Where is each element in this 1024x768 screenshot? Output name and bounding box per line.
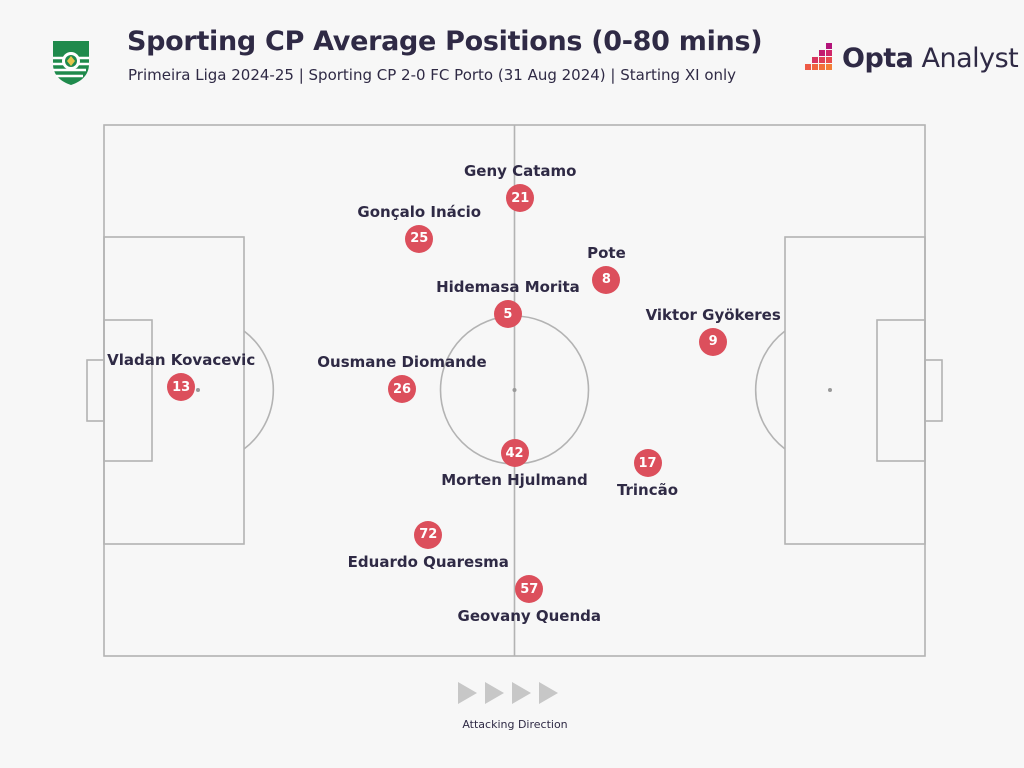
player-name: Pote	[587, 243, 626, 262]
player-name: Geny Catamo	[463, 162, 577, 181]
player-name: Ousmane Diomande	[317, 353, 487, 372]
opta-logo-icon	[805, 43, 832, 70]
player-name: Geovany Quenda	[457, 607, 602, 626]
left-goal	[86, 359, 105, 422]
left-penalty-spot	[196, 388, 200, 392]
right-six-yard-box	[876, 319, 926, 462]
arrow-right-icon	[512, 682, 531, 704]
player-marker: 17	[633, 449, 662, 478]
player-marker: 21	[506, 184, 535, 213]
right-penalty-box	[784, 236, 926, 545]
chart-title: Sporting CP Average Positions (0-80 mins…	[127, 26, 763, 57]
opta-analyst-logo: Opta Analyst	[800, 40, 1019, 76]
right-goal	[924, 359, 943, 422]
right-penalty-spot	[828, 388, 832, 392]
player-name: Gonçalo Inácio	[357, 202, 482, 221]
brand-name: Opta Analyst	[842, 42, 1019, 74]
arrow-right-icon	[458, 682, 477, 704]
player-marker: 42	[500, 439, 529, 468]
player-marker: 72	[414, 520, 443, 549]
sporting-crest-icon	[53, 41, 89, 85]
player-marker: 5	[493, 300, 522, 329]
player-name: Vladan Kovacevic	[107, 351, 256, 370]
right-penalty-arc	[754, 330, 786, 450]
player-name: Viktor Gyökeres	[645, 305, 781, 324]
arrow-right-icon	[485, 682, 504, 704]
attacking-direction-label: Attacking Direction	[462, 718, 568, 731]
brand-name-bold: Opta	[842, 42, 914, 74]
left-six-yard-box	[103, 319, 153, 462]
attacking-direction-arrows	[458, 682, 558, 704]
brand-name-light: Analyst	[913, 42, 1019, 74]
arrow-right-icon	[539, 682, 558, 704]
player-marker: 9	[699, 327, 728, 356]
player-name: Morten Hjulmand	[441, 471, 588, 490]
left-penalty-arc	[243, 330, 275, 450]
player-name: Eduardo Quaresma	[347, 552, 509, 571]
center-spot	[512, 388, 517, 392]
player-marker: 57	[515, 575, 544, 604]
player-marker: 26	[388, 375, 417, 404]
player-name: Trincão	[616, 481, 679, 500]
chart-subtitle: Primeira Liga 2024-25 | Sporting CP 2-0 …	[128, 66, 737, 84]
player-marker: 13	[167, 373, 196, 402]
player-marker: 8	[592, 265, 621, 294]
player-marker: 25	[405, 224, 434, 253]
player-name: Hidemasa Morita	[436, 278, 580, 297]
